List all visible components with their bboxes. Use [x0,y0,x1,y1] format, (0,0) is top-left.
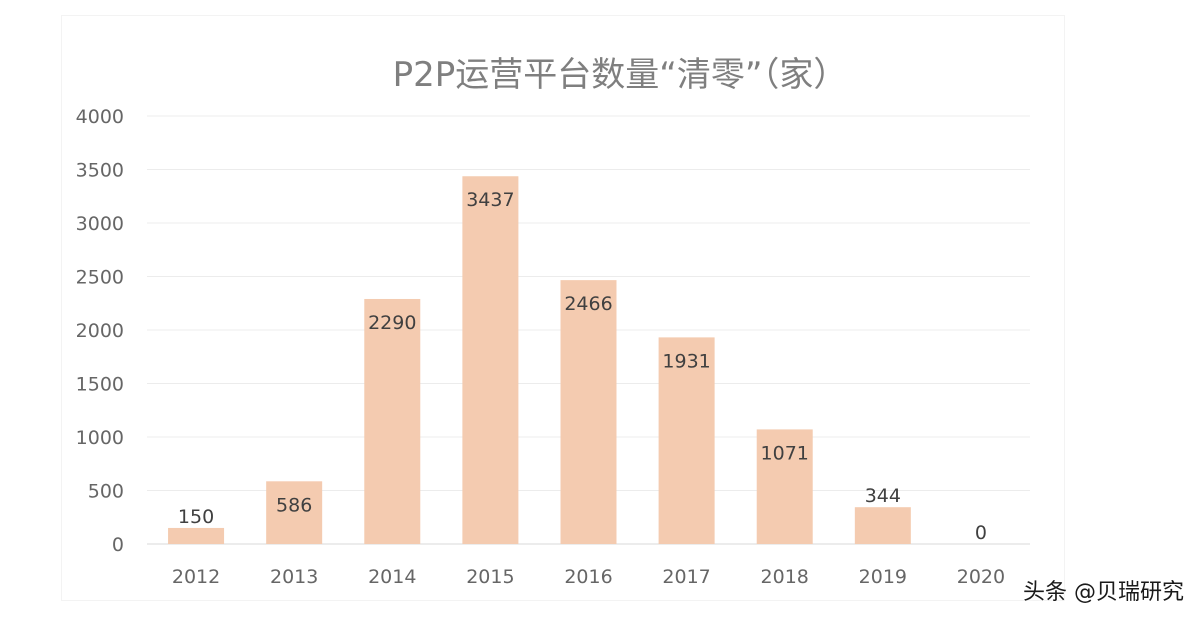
bar [658,337,715,544]
x-tick-label: 2020 [957,566,1005,588]
y-tick-label: 4000 [76,106,124,128]
data-label: 2290 [368,312,416,334]
x-tick-label: 2015 [466,566,514,588]
x-axis-ticks: 2012 2013 2014 2015 2016 2017 2018 2019 2020 [172,566,1005,588]
bar [756,429,813,544]
x-tick-label: 2017 [662,566,710,588]
bar [854,507,911,544]
bar [560,280,617,544]
data-label: 344 [865,485,901,507]
bar [266,481,323,544]
y-tick-label: 3500 [76,160,124,182]
x-tick-label: 2012 [172,566,220,588]
data-label: 2466 [564,293,612,315]
data-labels: 150 586 2290 3437 2466 1931 1071 344 0 [178,189,987,544]
bar [168,527,225,544]
y-tick-label: 1500 [76,374,124,396]
y-axis-ticks: 0 500 1000 1500 2000 2500 3000 3500 4000 [76,106,124,556]
chart-title: P2P运营平台数量“清零”（家） [393,55,848,95]
y-tick-label: 3000 [76,213,124,235]
x-tick-label: 2016 [564,566,612,588]
y-tick-label: 500 [88,481,124,503]
y-tick-label: 2500 [76,267,124,289]
bar [364,298,421,544]
x-tick-label: 2019 [859,566,907,588]
watermark: 头条 @贝瑞研究 [1023,580,1184,605]
data-label: 150 [178,506,214,528]
y-tick-label: 0 [112,534,124,556]
data-label: 1071 [761,442,809,464]
x-tick-label: 2013 [270,566,318,588]
bar [462,176,519,544]
data-label: 3437 [466,189,514,211]
x-tick-label: 2018 [761,566,809,588]
y-tick-label: 1000 [76,427,124,449]
data-label: 0 [975,522,987,544]
y-tick-label: 2000 [76,320,124,342]
data-label: 586 [276,494,312,516]
data-label: 1931 [662,350,710,372]
bars [168,176,911,544]
x-tick-label: 2014 [368,566,416,588]
